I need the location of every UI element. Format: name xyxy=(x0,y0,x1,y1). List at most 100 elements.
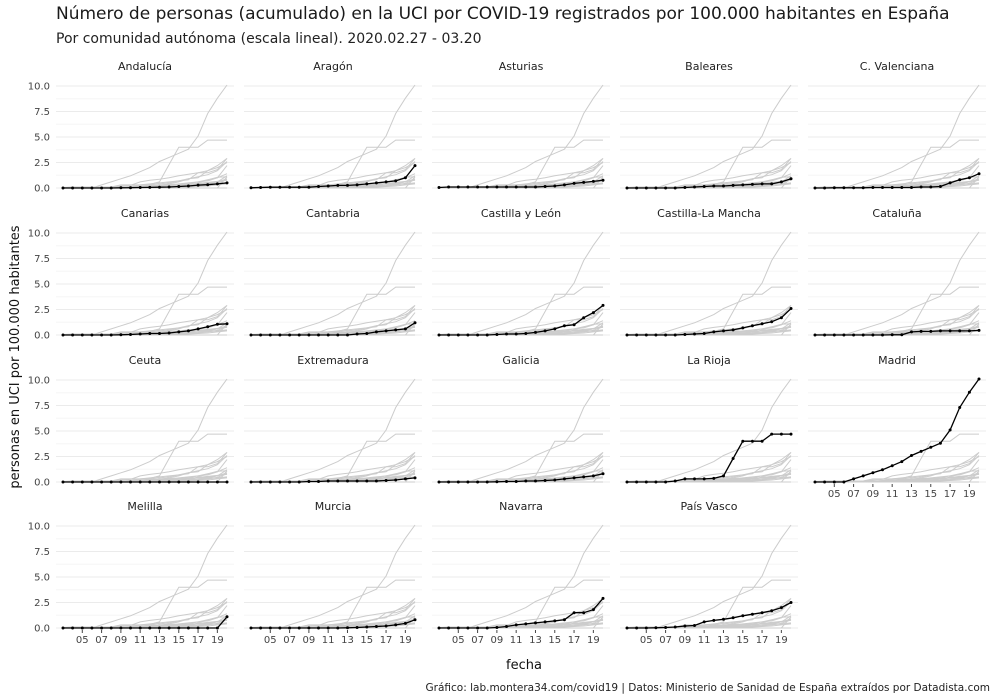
x-tick-label: 09 xyxy=(491,635,504,646)
data-point xyxy=(900,186,904,189)
x-tick-label: 05 xyxy=(828,489,841,500)
data-point xyxy=(394,478,398,482)
data-point xyxy=(712,618,716,622)
data-point xyxy=(317,333,320,337)
data-point xyxy=(625,480,629,484)
data-point xyxy=(495,626,499,629)
data-point xyxy=(514,480,518,483)
data-point xyxy=(206,325,210,329)
data-point xyxy=(225,181,229,185)
data-point xyxy=(476,333,480,337)
data-point xyxy=(495,480,499,484)
y-tick-label: 5.0 xyxy=(34,133,50,144)
data-point xyxy=(307,480,311,483)
data-point xyxy=(297,480,301,484)
x-tick-label: 07 xyxy=(471,635,484,646)
data-point xyxy=(476,480,480,484)
data-point xyxy=(259,186,263,189)
x-tick-label: 13 xyxy=(717,635,730,646)
data-point xyxy=(977,377,981,381)
data-point xyxy=(148,626,152,630)
data-point xyxy=(760,322,764,326)
panel-title: Asturias xyxy=(499,60,544,73)
data-point xyxy=(196,183,200,187)
x-tick-label: 11 xyxy=(322,635,335,646)
data-point xyxy=(543,185,547,188)
data-point xyxy=(572,476,576,480)
data-point xyxy=(625,333,629,337)
data-point xyxy=(466,333,470,337)
x-tick-label: 19 xyxy=(775,635,788,646)
data-point xyxy=(770,182,774,186)
data-point xyxy=(394,328,398,332)
panel-castilla-la-mancha: Castilla-La Mancha xyxy=(620,207,798,337)
data-point xyxy=(307,626,311,630)
panel-title: Melilla xyxy=(127,500,162,513)
data-point xyxy=(693,332,696,336)
data-point xyxy=(852,477,856,481)
panel-title: Ceuta xyxy=(129,354,161,367)
panel-title: Cataluña xyxy=(872,207,921,220)
panel-extremadura: Extremadura xyxy=(244,354,422,484)
data-point xyxy=(288,480,292,484)
data-point xyxy=(109,333,113,337)
x-tick-label: 17 xyxy=(756,635,769,646)
y-tick-label: 7.5 xyxy=(34,254,50,265)
data-point xyxy=(485,480,489,484)
data-point xyxy=(476,626,480,630)
y-tick-label: 2.5 xyxy=(34,305,50,316)
data-point xyxy=(910,330,913,334)
data-point xyxy=(900,460,904,464)
data-point xyxy=(823,186,827,190)
data-point xyxy=(119,186,123,190)
data-point xyxy=(601,596,605,600)
panel-title: Aragón xyxy=(313,60,353,73)
data-point xyxy=(158,185,161,189)
data-point xyxy=(760,611,764,615)
y-tick-label: 10.0 xyxy=(28,229,50,240)
data-point xyxy=(278,626,282,630)
x-tick-label: 15 xyxy=(736,635,749,646)
data-point xyxy=(967,176,971,180)
x-tick-label: 15 xyxy=(360,635,373,646)
data-point xyxy=(138,332,142,336)
data-point xyxy=(326,479,330,483)
data-point xyxy=(297,185,301,189)
data-point xyxy=(167,480,171,484)
data-point xyxy=(741,614,745,618)
data-point xyxy=(900,333,904,337)
data-point xyxy=(524,185,528,189)
data-point xyxy=(90,333,94,337)
data-point xyxy=(861,333,865,337)
data-point xyxy=(326,184,330,188)
data-point xyxy=(447,626,451,630)
x-tick-label: 09 xyxy=(679,635,692,646)
data-point xyxy=(365,479,369,483)
data-point xyxy=(562,477,566,481)
data-point xyxy=(779,180,783,184)
data-point xyxy=(673,625,677,629)
data-point xyxy=(591,474,595,478)
y-tick-label: 2.5 xyxy=(34,598,50,609)
x-tick-label: 05 xyxy=(640,635,653,646)
data-point xyxy=(654,333,658,337)
highlight-series-line xyxy=(251,619,416,629)
highlight-series-line xyxy=(439,597,604,629)
x-tick-label: 09 xyxy=(303,635,316,646)
x-tick-label: 11 xyxy=(886,489,899,500)
data-point xyxy=(336,626,340,630)
highlight-series-line xyxy=(627,433,791,483)
data-point xyxy=(384,329,388,333)
data-point xyxy=(977,172,981,176)
data-point xyxy=(852,186,856,190)
data-point xyxy=(505,480,508,483)
data-point xyxy=(196,480,200,484)
data-point xyxy=(938,185,942,188)
data-point xyxy=(413,618,417,622)
data-point xyxy=(109,480,113,484)
data-point xyxy=(750,324,754,328)
panel-title: País Vasco xyxy=(680,500,737,513)
data-point xyxy=(938,329,942,333)
data-point xyxy=(731,328,735,332)
data-point xyxy=(355,332,359,336)
